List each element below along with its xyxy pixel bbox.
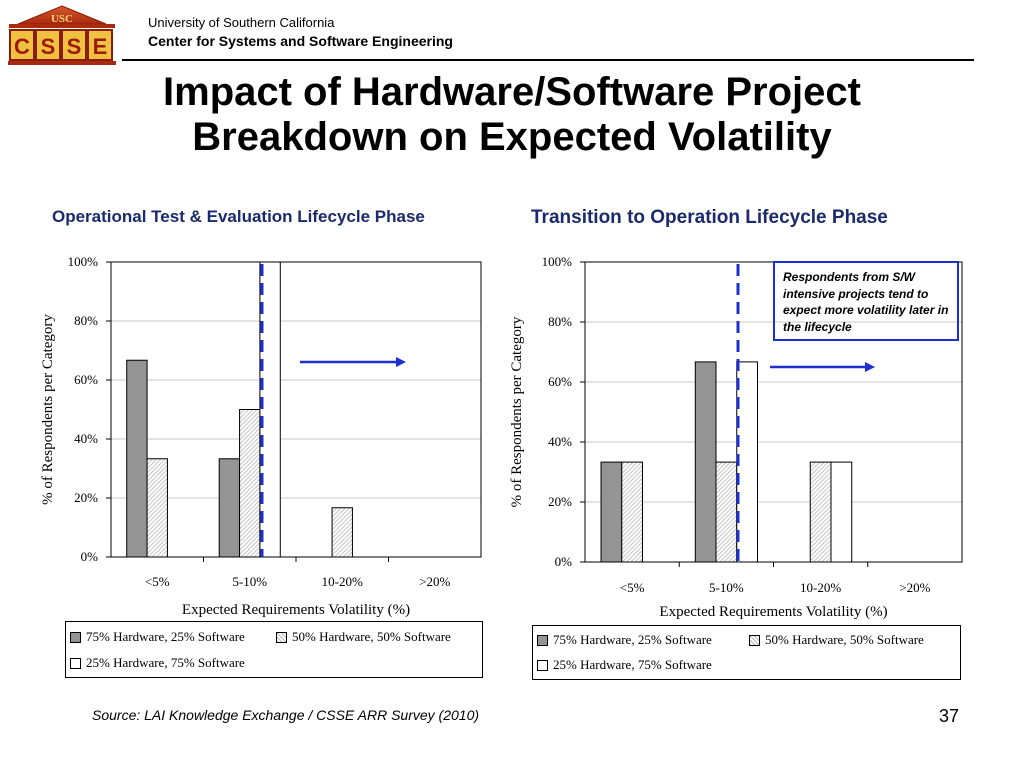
legend-label: 75% Hardware, 25% Software (86, 629, 245, 644)
legend-label: 25% Hardware, 75% Software (86, 655, 245, 670)
x-tick-label: 5-10% (232, 574, 267, 589)
legend-entry: 25% Hardware, 75% Software (537, 657, 712, 673)
bar-hw50 (621, 461, 643, 563)
bar-hw25 (830, 461, 853, 563)
bar-hw75 (126, 359, 148, 558)
header-rule (122, 59, 974, 61)
logo-blocks: C S S E (9, 29, 113, 61)
y-tick-label: 60% (548, 374, 572, 389)
y-tick-label: 40% (548, 434, 572, 449)
y-tick-label: 0% (81, 549, 99, 564)
slide-title: Impact of Hardware/Software Project Brea… (0, 70, 1024, 160)
university-name: University of Southern California (148, 15, 335, 30)
bar-hw50 (715, 461, 738, 563)
x-axis-title: Expected Requirements Volatility (%) (182, 602, 410, 618)
x-axis-title: Expected Requirements Volatility (%) (659, 604, 887, 620)
bar-hw75 (218, 458, 241, 558)
chart-2-legend: 75% Hardware, 25% Software 50% Hardware,… (532, 625, 961, 680)
logo-usc-text: USC (51, 13, 73, 25)
y-tick-label: 40% (74, 431, 98, 446)
legend-swatch-white (537, 659, 548, 671)
bar-hw25 (736, 361, 758, 563)
x-tick-label: 10-20% (800, 580, 841, 595)
bar-hw50 (146, 458, 168, 558)
y-tick-label: 20% (548, 494, 572, 509)
y-axis-title: % of Respondents per Category (509, 316, 525, 507)
legend-entry: 50% Hardware, 50% Software (276, 629, 451, 645)
logo-letter-4: E (93, 34, 108, 59)
x-tick-label: >20% (419, 574, 450, 589)
legend-label: 50% Hardware, 50% Software (765, 632, 924, 647)
x-tick-label: 5-10% (709, 580, 744, 595)
legend-entry: 50% Hardware, 50% Software (749, 632, 924, 648)
y-tick-label: 60% (74, 372, 98, 387)
y-tick-label: 80% (74, 313, 98, 328)
bar-hw50 (239, 409, 261, 558)
legend-swatch-gray (537, 634, 548, 646)
legend-label: 50% Hardware, 50% Software (292, 629, 451, 644)
y-axis-title: % of Respondents per Category (40, 314, 56, 505)
page-number: 37 (939, 706, 960, 726)
center-name: Center for Systems and Software Engineer… (148, 33, 453, 49)
legend-label: 75% Hardware, 25% Software (553, 632, 712, 647)
bar-hw75 (694, 361, 717, 563)
legend-swatch-hatched (276, 631, 287, 643)
slide-title-line-1: Impact of Hardware/Software Project (163, 70, 861, 114)
bar-hw50 (809, 461, 832, 563)
legend-entry: 75% Hardware, 25% Software (70, 629, 245, 645)
callout-box: Respondents from S/W intensive projects … (773, 261, 959, 341)
legend-entry: 25% Hardware, 75% Software (70, 655, 245, 671)
y-tick-label: 100% (542, 254, 573, 269)
logo-letter-3: S (67, 34, 82, 59)
x-tick-label: >20% (899, 580, 930, 595)
y-tick-label: 20% (74, 490, 98, 505)
y-tick-label: 100% (68, 254, 99, 269)
legend-label: 25% Hardware, 75% Software (553, 657, 712, 672)
legend-entry: 75% Hardware, 25% Software (537, 632, 712, 648)
legend-swatch-white (70, 657, 81, 669)
bar-hw75 (600, 461, 623, 563)
x-tick-label: 10-20% (322, 574, 363, 589)
bar-hw25 (259, 261, 281, 558)
logo-letter-1: C (14, 34, 30, 59)
bar-hw50 (331, 507, 353, 558)
x-tick-label: <5% (620, 580, 645, 595)
y-tick-label: 0% (555, 554, 573, 569)
chart-1-legend: 75% Hardware, 25% Software 50% Hardware,… (65, 621, 483, 678)
chart-1-title: Operational Test & Evaluation Lifecycle … (52, 207, 425, 226)
source-note: Source: LAI Knowledge Exchange / CSSE AR… (92, 707, 480, 723)
usc-csse-logo: USC C S S E (8, 5, 116, 65)
slide-title-line-2: Breakdown on Expected Volatility (192, 115, 832, 159)
x-tick-label: <5% (145, 574, 170, 589)
logo-letter-2: S (41, 34, 56, 59)
legend-swatch-gray (70, 631, 81, 643)
chart-2-title: Transition to Operation Lifecycle Phase (531, 207, 888, 228)
legend-swatch-hatched (749, 634, 760, 646)
y-tick-label: 80% (548, 314, 572, 329)
